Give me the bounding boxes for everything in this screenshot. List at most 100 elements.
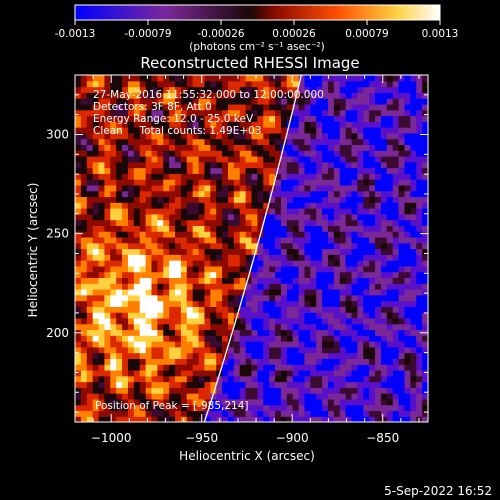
heatmap-cell xyxy=(316,236,323,244)
heatmap-cell xyxy=(339,358,347,365)
heatmap-cell xyxy=(151,225,158,232)
heatmap-cell xyxy=(398,283,406,290)
heatmap-cell xyxy=(204,375,211,383)
heatmap-cell xyxy=(275,323,282,331)
heatmap-cell xyxy=(116,231,123,238)
heatmap-cell xyxy=(422,80,428,88)
heatmap-cell xyxy=(180,346,188,354)
heatmap-cell xyxy=(75,398,82,406)
heatmap-cell xyxy=(116,208,123,215)
heatmap-cell xyxy=(304,173,311,180)
colorbar-gradient xyxy=(74,4,441,21)
heatmap-cell xyxy=(145,265,153,273)
heatmap-cell xyxy=(180,236,188,244)
heatmap-cell xyxy=(157,173,164,180)
heatmap-cell xyxy=(280,416,288,422)
heatmap-cell xyxy=(327,375,335,383)
heatmap-cell xyxy=(104,121,111,128)
heatmap-cell xyxy=(104,352,111,359)
heatmap-cell xyxy=(133,109,141,117)
heatmap-cell xyxy=(316,387,323,394)
heatmap-cell xyxy=(210,381,217,388)
heatmap-cell xyxy=(275,254,282,261)
heatmap-cell xyxy=(75,86,82,93)
heatmap-cell xyxy=(245,150,253,157)
heatmap-cell xyxy=(163,283,170,290)
heatmap-cell xyxy=(186,410,194,417)
heatmap-cell xyxy=(327,208,335,215)
heatmap-cell xyxy=(333,155,341,163)
heatmap-cell xyxy=(392,381,400,388)
heatmap-cell xyxy=(386,312,394,319)
heatmap-cell xyxy=(157,98,164,105)
heatmap-cell xyxy=(275,80,282,88)
heatmap-cell xyxy=(404,271,411,279)
heatmap-cell xyxy=(163,329,170,336)
heatmap-cell xyxy=(351,196,358,203)
heatmap-cell xyxy=(333,393,341,400)
heatmap-cell xyxy=(375,352,382,359)
heatmap-cell xyxy=(104,398,111,406)
heatmap-cell xyxy=(386,231,394,238)
heatmap-cell xyxy=(410,294,417,302)
heatmap-cell xyxy=(263,184,270,192)
heatmap-cell xyxy=(339,271,347,279)
heatmap-cell xyxy=(322,398,329,406)
heatmap-cell xyxy=(163,231,170,238)
heatmap-cell xyxy=(310,213,317,221)
heatmap-cell xyxy=(133,404,141,412)
heatmap-cell xyxy=(80,254,88,261)
heatmap-cell xyxy=(292,127,300,134)
heatmap-cell xyxy=(133,161,141,169)
heatmap-cell xyxy=(122,202,129,209)
heatmap-cell xyxy=(157,225,164,232)
heatmap-cell xyxy=(280,387,288,394)
heatmap-cell xyxy=(110,103,117,111)
heatmap-cell xyxy=(392,202,400,209)
heatmap-cell xyxy=(404,167,411,174)
heatmap-cell xyxy=(98,98,106,105)
heatmap-cell xyxy=(292,75,300,82)
heatmap-cell xyxy=(257,317,264,325)
heatmap-cell xyxy=(116,265,123,273)
heatmap-cell xyxy=(275,306,282,313)
heatmap-cell xyxy=(75,300,82,307)
heatmap-cell xyxy=(80,260,88,267)
heatmap-cell xyxy=(251,323,258,331)
heatmap-cell xyxy=(186,75,194,82)
heatmap-cell xyxy=(263,416,270,422)
heatmap-cell xyxy=(175,317,182,325)
heatmap-cell xyxy=(292,150,300,157)
heatmap-cell xyxy=(110,329,117,336)
heatmap-cell xyxy=(180,393,188,400)
heatmap-cell xyxy=(227,190,235,198)
heatmap-cell xyxy=(257,300,264,307)
heatmap-cell xyxy=(351,127,358,134)
heatmap-cell xyxy=(369,86,376,93)
heatmap-cell xyxy=(75,271,82,279)
heatmap-cell xyxy=(169,121,176,128)
heatmap-cell xyxy=(222,213,229,221)
heatmap-cell xyxy=(310,398,317,406)
heatmap-cell xyxy=(151,265,158,273)
heatmap-cell xyxy=(310,260,317,267)
heatmap-cell xyxy=(210,335,217,342)
heatmap-cell xyxy=(116,161,123,169)
heatmap-cell xyxy=(351,213,358,221)
heatmap-cell xyxy=(145,260,153,267)
heatmap-cell xyxy=(92,283,100,290)
heatmap-cell xyxy=(327,144,335,151)
heatmap-cell xyxy=(404,138,411,145)
heatmap-cell xyxy=(133,190,141,198)
heatmap-cell xyxy=(133,184,141,192)
heatmap-cell xyxy=(198,398,206,406)
heatmap-cell xyxy=(380,161,388,169)
heatmap-cell xyxy=(75,150,82,157)
heatmap-cell xyxy=(310,150,317,157)
heatmap-cell xyxy=(133,121,141,128)
heatmap-cell xyxy=(410,393,417,400)
heatmap-cell xyxy=(375,75,382,82)
heatmap-cell xyxy=(269,260,276,267)
heatmap-cell xyxy=(257,196,264,203)
heatmap-cell xyxy=(386,196,394,203)
